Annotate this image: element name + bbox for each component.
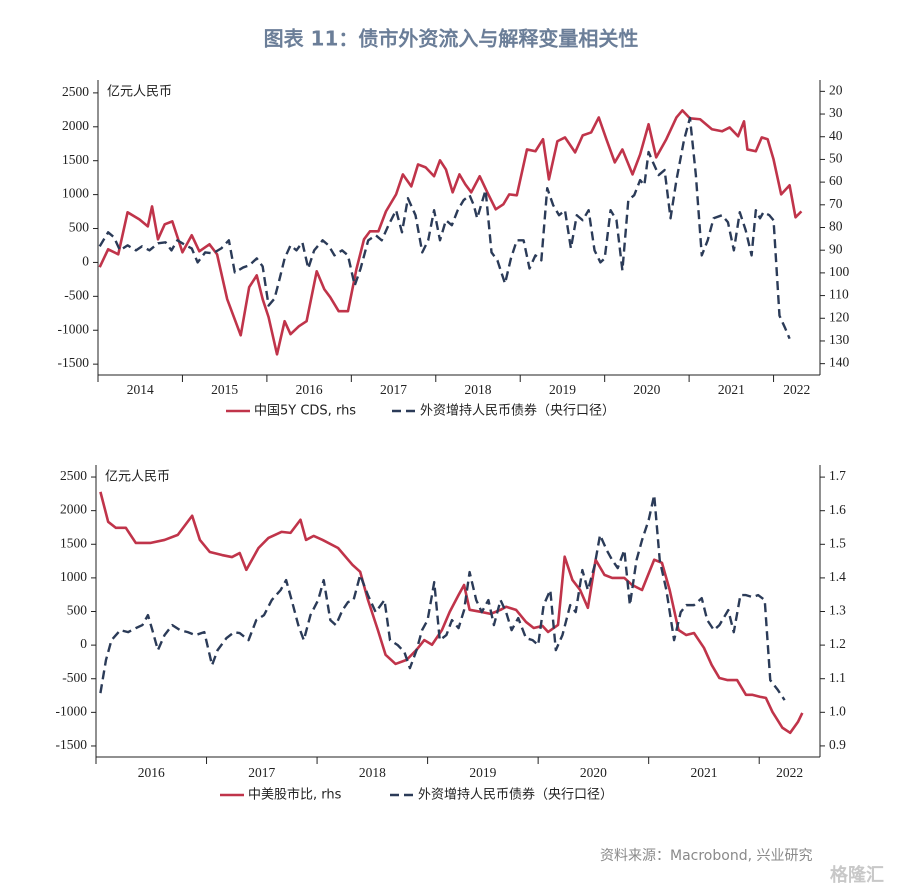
y2-tick-label: 120	[829, 309, 850, 324]
y-tick-label: 500	[69, 220, 90, 235]
legend-label: 中美股市比, rhs	[248, 787, 342, 803]
y-tick-label: 1000	[62, 186, 89, 201]
legend-label: 中国5Y CDS, rhs	[254, 404, 356, 419]
series-line	[99, 491, 804, 735]
y2-tick-label: 70	[829, 196, 843, 211]
y2-tick-label: 110	[829, 287, 849, 302]
y-tick-label: 500	[67, 603, 88, 618]
x-tick-label: 2018	[465, 382, 492, 397]
x-tick-label: 2019	[469, 765, 496, 780]
y2-tick-label: 30	[829, 105, 843, 120]
x-tick-label: 2016	[138, 765, 165, 780]
x-tick-label: 2017	[380, 382, 407, 397]
series-line	[99, 493, 786, 701]
y-tick-label: -500	[64, 287, 89, 302]
y-tick-label: 2500	[60, 468, 87, 483]
y2-tick-label: 130	[829, 332, 850, 347]
y2-tick-label: 1.5	[829, 535, 846, 550]
x-tick-label: 2022	[776, 765, 803, 780]
x-tick-label: 2016	[296, 382, 323, 397]
y-tick-label: -1000	[58, 321, 90, 336]
x-tick-label: 2017	[248, 765, 275, 780]
y2-tick-label: 1.1	[829, 670, 846, 685]
y-tick-label: -1500	[58, 355, 90, 370]
y2-tick-label: 1.2	[829, 636, 846, 651]
y-tick-label: 2000	[60, 502, 87, 517]
legend-label: 外资增持人民币债券（央行口径）	[420, 403, 615, 419]
y-tick-label: 0	[80, 636, 87, 651]
x-tick-label: 2020	[633, 382, 660, 397]
watermark: 格隆汇	[830, 864, 884, 886]
y-tick-label: 2000	[62, 118, 89, 133]
page-title: 图表 11：债市外资流入与解释变量相关性	[264, 27, 639, 51]
x-tick-label: 2019	[549, 382, 576, 397]
y2-tick-label: 1.4	[829, 569, 846, 584]
series-line	[98, 116, 791, 340]
y-tick-label: 1500	[60, 535, 87, 550]
x-tick-label: 2020	[580, 765, 607, 780]
y2-tick-label: 50	[829, 151, 843, 166]
y2-tick-label: 140	[829, 355, 850, 370]
x-tick-label: 2015	[211, 382, 238, 397]
y-axis-label: 亿元人民币	[107, 85, 172, 100]
x-tick-label: 2021	[690, 765, 717, 780]
y-tick-label: 2500	[62, 84, 89, 99]
y2-tick-label: 80	[829, 219, 843, 234]
y-tick-label: -500	[62, 670, 87, 685]
y2-tick-label: 40	[829, 128, 843, 143]
y2-tick-label: 0.9	[829, 737, 846, 752]
y2-tick-label: 1.0	[829, 703, 846, 718]
series-line	[98, 109, 803, 356]
x-tick-label: 2018	[359, 765, 386, 780]
y2-tick-label: 100	[829, 264, 850, 279]
y2-tick-label: 1.7	[829, 468, 846, 483]
y2-tick-label: 1.3	[829, 603, 846, 618]
y-tick-label: -1500	[56, 737, 88, 752]
x-tick-label: 2021	[718, 382, 745, 397]
x-tick-label: 2022	[783, 382, 810, 397]
x-tick-label: 2014	[127, 382, 154, 397]
y2-tick-label: 1.6	[829, 502, 846, 517]
y2-tick-label: 60	[829, 173, 843, 188]
legend-label: 外资增持人民币债券（央行口径）	[418, 787, 613, 803]
y-tick-label: 1000	[60, 569, 87, 584]
y-tick-label: 0	[82, 254, 89, 269]
y-axis-label: 亿元人民币	[105, 470, 170, 485]
y-tick-label: -1000	[56, 703, 88, 718]
y2-tick-label: 90	[829, 241, 843, 256]
source: 资料来源：Macrobond, 兴业研究	[600, 848, 812, 864]
y2-tick-label: 20	[829, 82, 843, 97]
y-tick-label: 1500	[62, 152, 89, 167]
